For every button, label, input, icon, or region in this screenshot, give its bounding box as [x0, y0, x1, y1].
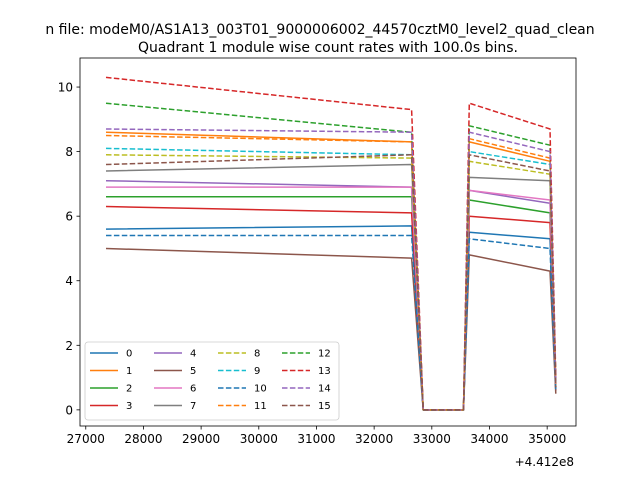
- x-tick-label: 30000: [240, 432, 278, 446]
- plot-frame: [79, 57, 577, 427]
- y-tick-label: 10: [58, 81, 73, 95]
- legend-label-2: 2: [126, 384, 132, 395]
- legend-label-0: 0: [126, 349, 132, 360]
- series-lines: [105, 76, 557, 411]
- x-tick-label: 28000: [124, 432, 162, 446]
- series-line-15: [105, 154, 557, 411]
- x-tick-label: 29000: [182, 432, 220, 446]
- legend-label-13: 13: [318, 366, 331, 377]
- x-tick-label: 27000: [67, 432, 105, 446]
- legend-label-1: 1: [126, 366, 132, 377]
- figure-suptitle: n file: modeM0/AS1A13_003T01_9000006002_…: [45, 22, 594, 38]
- y-tick-label: 6: [65, 210, 73, 224]
- x-tick-label: 31000: [297, 432, 335, 446]
- legend-label-5: 5: [190, 366, 196, 377]
- legend-label-8: 8: [254, 349, 260, 360]
- legend-label-10: 10: [254, 384, 267, 395]
- legend-frame: [84, 341, 340, 421]
- chart-title: Quadrant 1 module wise count rates with …: [138, 40, 518, 56]
- y-tick-label: 2: [65, 339, 73, 353]
- legend-label-4: 4: [190, 349, 196, 360]
- x-tick-label: 35000: [528, 432, 566, 446]
- x-axis: 27000 28000 29000 30000 31000 32000 33000 34000…: [67, 426, 566, 446]
- legend-label-7: 7: [190, 401, 196, 412]
- x-offset-label: +4.412e8: [515, 455, 574, 469]
- y-tick-label: 0: [65, 403, 73, 417]
- series-line-14: [105, 128, 557, 411]
- legend-label-15: 15: [318, 401, 331, 412]
- x-tick-label: 33000: [413, 432, 451, 446]
- x-tick-label: 34000: [470, 432, 508, 446]
- legend-label-14: 14: [318, 384, 331, 395]
- y-axis: 0 2 4 6 8 10: [58, 81, 80, 417]
- legend-label-3: 3: [126, 401, 132, 412]
- legend-label-12: 12: [318, 349, 331, 360]
- y-tick-label: 4: [65, 274, 73, 288]
- legend-label-6: 6: [190, 384, 196, 395]
- legend-label-9: 9: [254, 366, 260, 377]
- y-tick-label: 8: [65, 145, 73, 159]
- legend-label-11: 11: [254, 401, 267, 412]
- x-tick-label: 32000: [355, 432, 393, 446]
- series-line-10: [106, 234, 557, 411]
